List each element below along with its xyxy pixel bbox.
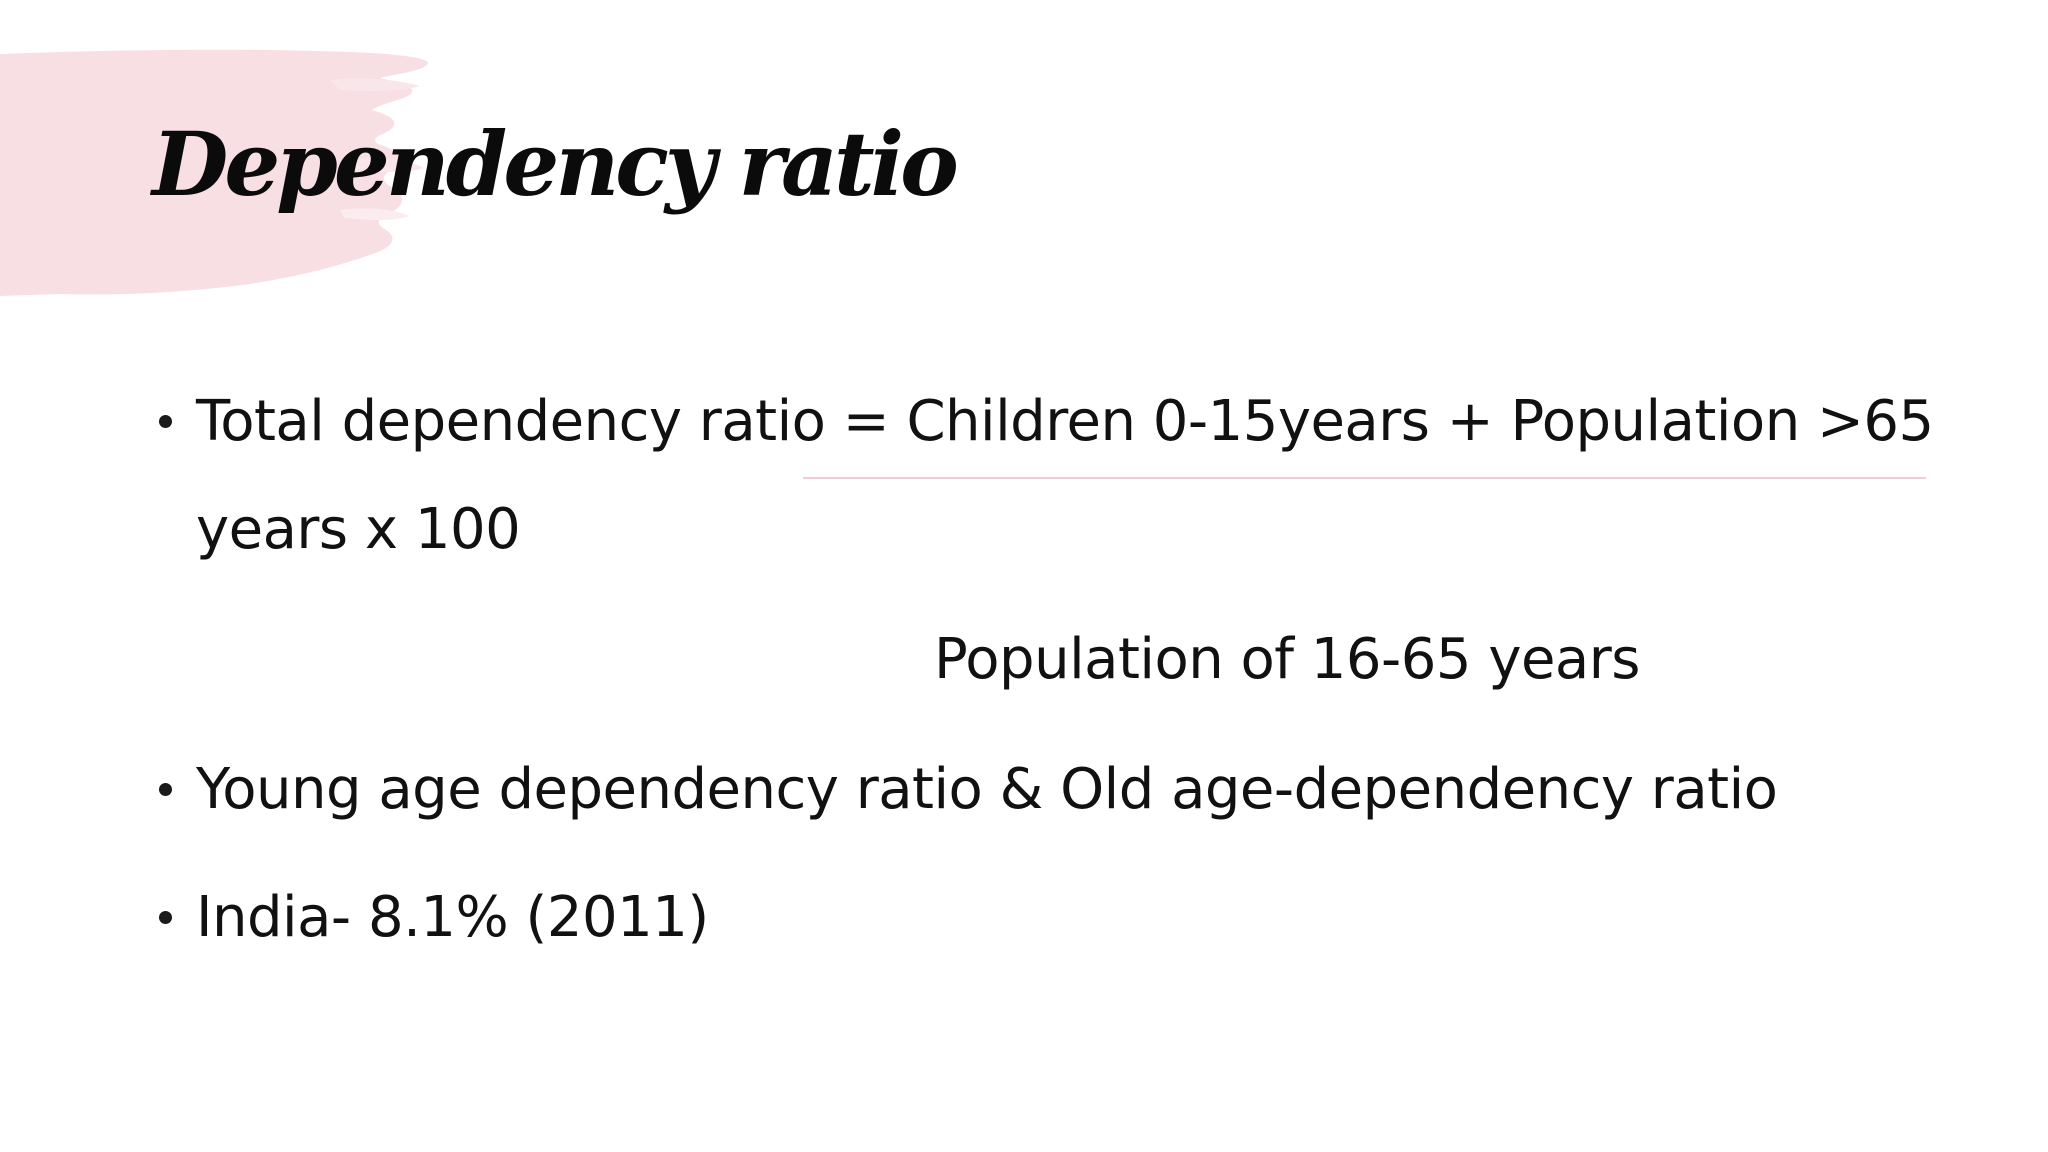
bullet-item: Young age dependency ratio & Old age-dep…: [196, 757, 1778, 822]
formula-numerator-line2: years x 100: [196, 497, 521, 562]
bullet-dot: [159, 911, 172, 924]
fraction-divider-line: [803, 477, 1926, 479]
bullet-dot: [159, 415, 172, 428]
pink-brush-stroke: [0, 49, 429, 296]
formula-denominator: Population of 16-65 years: [934, 627, 1640, 692]
formula-numerator-line1: Total dependency ratio = Children 0-15ye…: [196, 389, 1934, 454]
bullet-dot: [159, 783, 172, 796]
slide-title: Dependency ratio: [152, 112, 959, 216]
bullet-item: India- 8.1% (2011): [196, 885, 709, 950]
